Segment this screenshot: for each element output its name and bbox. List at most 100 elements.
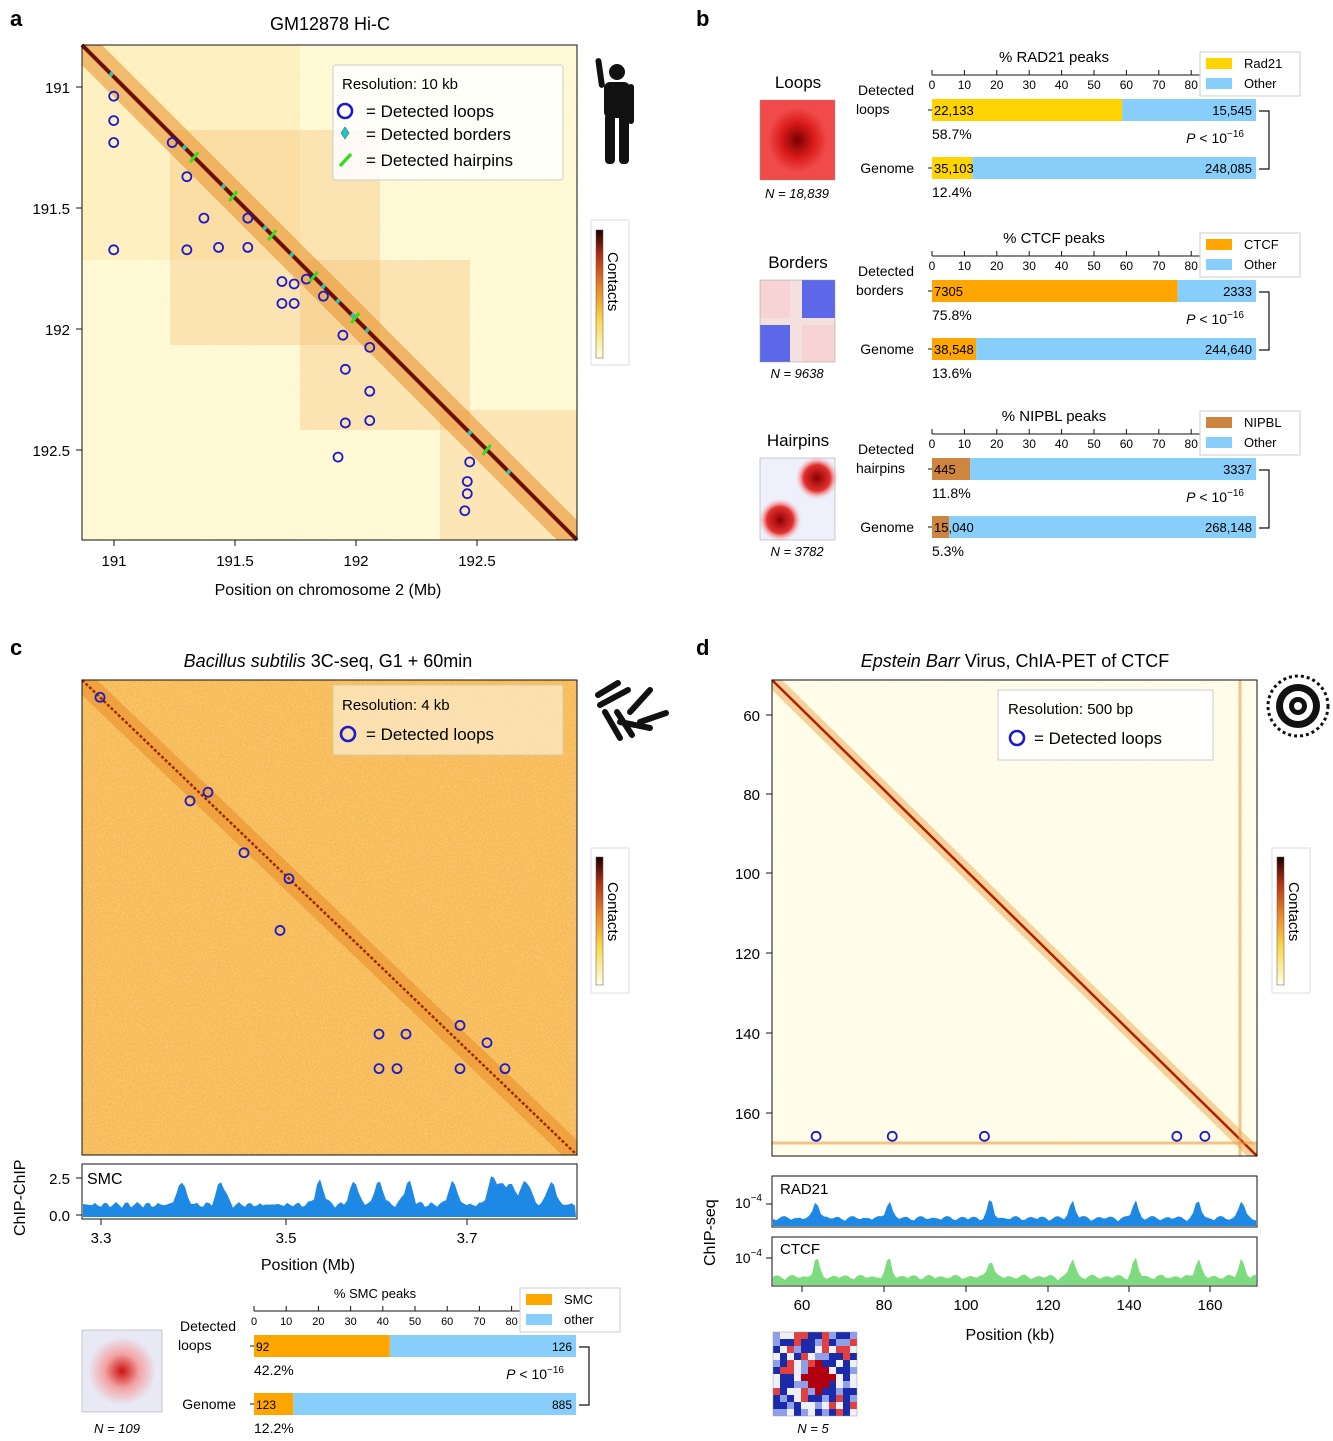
c-loop-marker [391, 1063, 403, 1075]
bar-other-value: 2333 [1223, 284, 1252, 299]
d-aggregate-cell [780, 1332, 787, 1339]
a-ytick-4: 192.5 [32, 443, 70, 460]
d-aggregate-cell [801, 1388, 808, 1395]
d-aggregate-cell [822, 1367, 829, 1374]
a-loop-marker [364, 385, 376, 397]
d-aggregate-cell [815, 1332, 822, 1339]
d-loop-marker [810, 1130, 822, 1142]
bar-other-segment [293, 1393, 576, 1415]
bar-factor-segment [254, 1335, 390, 1357]
c-track-label: SMC [87, 1171, 123, 1188]
d-aggregate-cell [794, 1346, 801, 1353]
bar-other-value: 268,148 [1205, 520, 1252, 535]
panel-d-yticks: 60 80 100 120 140 160 [735, 708, 772, 1123]
d-aggregate-cell [794, 1367, 801, 1374]
bar-other-segment [976, 338, 1256, 360]
a-legend-hairpins: = Detected hairpins [366, 151, 513, 170]
a-hairpin-marker [228, 190, 239, 203]
d-aggregate-cell [794, 1395, 801, 1402]
a-border-marker [108, 71, 114, 78]
bar-factor-value: 15,040 [934, 520, 974, 535]
a-hairpin-marker [188, 151, 200, 164]
d-aggregate-cell [794, 1409, 801, 1416]
panel-c-title: Bacillus subtilis 3C-seq, G1 + 60min [184, 651, 473, 671]
bar-other-segment [1122, 99, 1256, 121]
a-border-marker [506, 468, 512, 475]
a-loop-marker [108, 137, 120, 148]
bar-factor-value: 22,133 [934, 103, 974, 118]
a-loop-marker [166, 137, 178, 148]
d-aggregate-cell [787, 1360, 794, 1367]
a-border-marker [320, 283, 326, 290]
d-track2-ytick-exp: −4 [751, 1248, 763, 1259]
bar-axis-tick-label: 70 [1152, 259, 1166, 273]
d-aggregate-cell [829, 1353, 836, 1360]
d-aggregate-cell [815, 1388, 822, 1395]
d-aggregate-cell [822, 1346, 829, 1353]
bar-axis-tick-label: 60 [1120, 437, 1134, 451]
a-loop-marker [276, 276, 288, 287]
a-legend-resolution: Resolution: 10 kb [342, 76, 458, 93]
bar-legend-other: Other [1244, 435, 1277, 450]
d-aggregate-cell [801, 1353, 808, 1360]
bar-legend-factor-swatch [526, 1294, 552, 1305]
panel-d-letter: d [696, 635, 709, 660]
bar-axis-title: % SMC peaks [334, 1286, 417, 1301]
bar-axis-tick-label: 70 [1152, 437, 1166, 451]
d-loop-marker [979, 1130, 990, 1142]
d-aggregate-cell [773, 1388, 780, 1395]
a-loop-marker [242, 212, 254, 224]
d-loop-marker [886, 1130, 898, 1142]
bar-legend-factor-swatch [1206, 239, 1232, 250]
d-aggregate-cell [780, 1374, 787, 1381]
d-aggregate-cell [801, 1360, 808, 1367]
a-loop-marker [364, 415, 376, 426]
d-aggregate-cell [815, 1374, 822, 1381]
d-aggregate-cell [829, 1332, 836, 1339]
bar-row2-label: Genome [860, 160, 914, 176]
bar-percent: 13.6% [932, 365, 972, 381]
bar-axis-tick-label: 10 [958, 259, 972, 273]
d-aggregate-cell [787, 1367, 794, 1374]
a-loop-marker [339, 417, 351, 429]
bar-other-segment [949, 516, 1256, 538]
d-aggregate-cell [773, 1395, 780, 1402]
bar-legend-factor: NIPBL [1244, 415, 1282, 430]
bar-axis-tick-label: 80 [1185, 78, 1199, 92]
bar-row1-label-b: borders [856, 282, 903, 298]
bar-axis-tick-label: 10 [958, 437, 972, 451]
bar-legend-other: Other [1244, 76, 1277, 91]
d-aggregate-cell [780, 1381, 787, 1388]
a-loop-marker [459, 505, 471, 517]
panel-a: a GM12878 Hi-C 191 191.5 192 192.5 [10, 6, 634, 599]
b-block-name: Loops [775, 73, 821, 92]
a-border-marker [350, 312, 356, 319]
d-aggregate-cell [836, 1367, 843, 1374]
bar-percent: 12.4% [932, 184, 972, 200]
panel-d-xticks: 60 80 100 120 140 160 Position (kb) [794, 1286, 1223, 1344]
significance-bracket [579, 1346, 590, 1406]
d-aggregate-loops [772, 1331, 858, 1417]
d-aggregate-cell [850, 1367, 857, 1374]
bar-other-value: 248,085 [1205, 161, 1252, 176]
d-aggregate-cell [850, 1339, 857, 1346]
panel-a-yticks: 191 191.5 192 192.5 [32, 80, 82, 460]
bar-factor-value: 7305 [934, 284, 963, 299]
bar-other-value: 885 [552, 1398, 572, 1412]
panel-c-track: SMC 2.5 0.0 ChIP-ChIP 3.3 3.5 3.7 Positi… [12, 1160, 578, 1274]
bar-axis-tick-label: 50 [1087, 259, 1101, 273]
d-aggregate-cell [850, 1395, 857, 1402]
bar-factor-segment [932, 458, 971, 480]
bar-percent: 75.8% [932, 307, 972, 323]
a-xtick-2: 191.5 [216, 553, 254, 570]
c-loop-marker [400, 1028, 412, 1040]
d-aggregate-cell [787, 1388, 794, 1395]
c-loop-marker [454, 1063, 466, 1075]
d-aggregate-cell [850, 1388, 857, 1395]
b-block-n: N = 3782 [770, 544, 824, 559]
d-aggregate-cell [815, 1360, 822, 1367]
bar-legend-factor: SMC [564, 1292, 593, 1307]
bar-factor-segment [932, 516, 950, 538]
a-loop-marker [464, 456, 476, 468]
d-aggregate-cell [829, 1381, 836, 1388]
